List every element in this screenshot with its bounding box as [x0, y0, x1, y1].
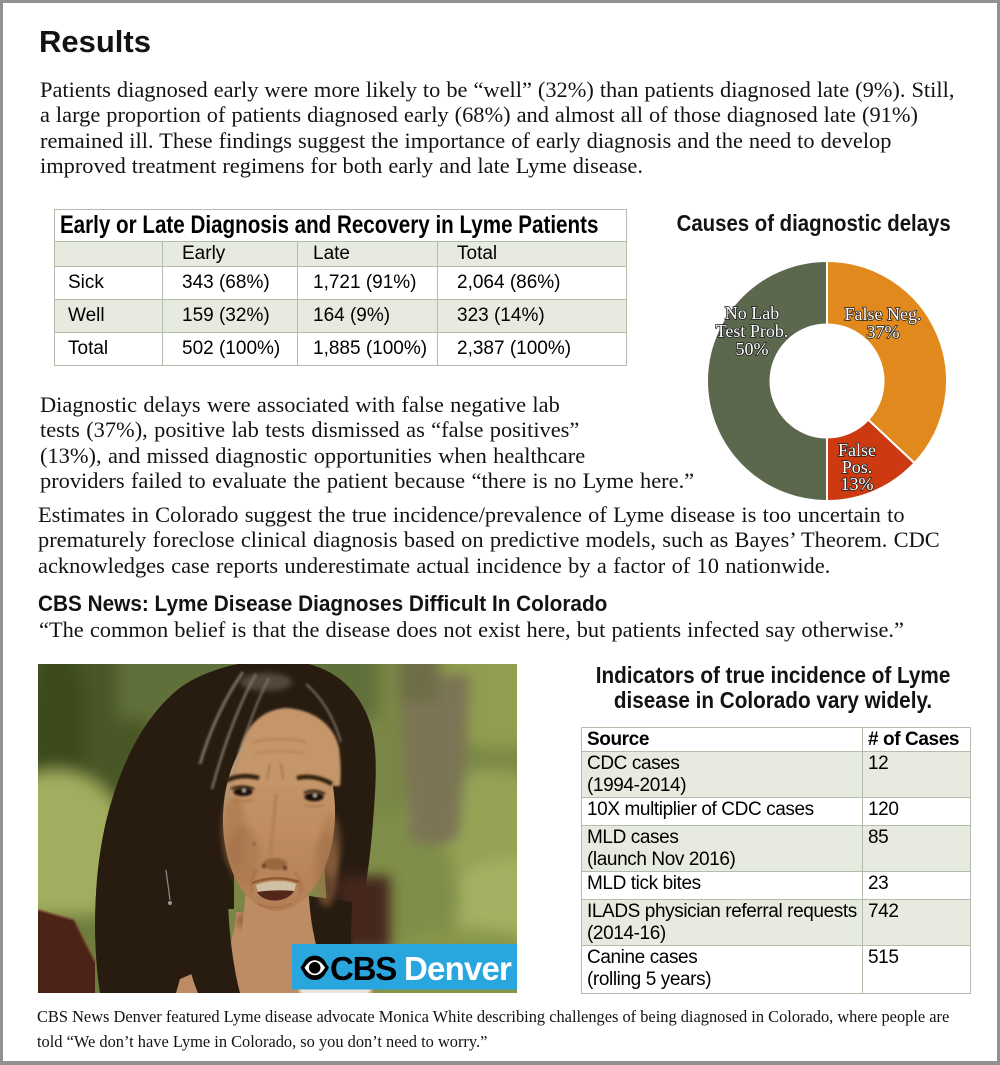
svg-text:No Lab: No Lab [725, 303, 779, 323]
svg-text:False Neg.: False Neg. [845, 304, 922, 324]
svg-text:False: False [838, 440, 876, 460]
svg-text:CBS: CBS [330, 950, 396, 987]
svg-text:50%: 50% [736, 339, 769, 359]
svg-text:Test Prob.: Test Prob. [716, 321, 789, 341]
svg-text:Pos.: Pos. [842, 457, 873, 477]
svg-text:13%: 13% [841, 474, 874, 494]
svg-text:Denver: Denver [404, 950, 512, 987]
svg-text:37%: 37% [867, 322, 900, 342]
